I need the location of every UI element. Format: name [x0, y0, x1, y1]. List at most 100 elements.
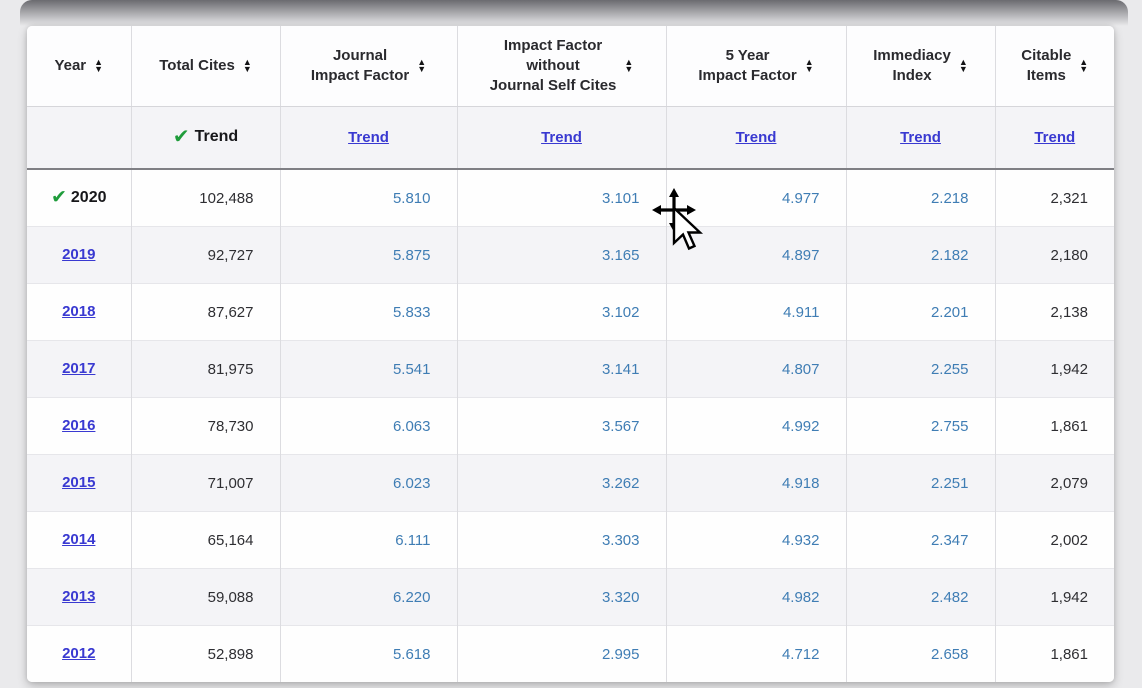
- table-row-2020: ✔ 2020 102,488 5.810 3.101 4.977 2.218 2…: [27, 168, 1114, 227]
- top-shadow: [20, 0, 1128, 26]
- jif-value: 6.220: [392, 588, 431, 606]
- table-row-2015: 2015 71,007 6.023 3.262 4.918 2.251 2,07…: [27, 454, 1114, 512]
- year-link[interactable]: 2013: [62, 588, 96, 605]
- immediacy-value: 2.218: [930, 189, 969, 207]
- sort-icon: ▲ ▼: [94, 56, 104, 74]
- immediacy-value: 2.182: [930, 246, 969, 264]
- jif-value: 5.618: [392, 645, 431, 663]
- immediacy-value: 2.482: [930, 588, 969, 606]
- sort-icon: ▲ ▼: [958, 56, 968, 74]
- total-cites-value: 71,007: [207, 474, 254, 492]
- year-link[interactable]: 2018: [62, 303, 96, 320]
- five-year-if-value: 4.712: [781, 645, 820, 663]
- total-cites-value: 78,730: [207, 417, 254, 435]
- total-cites-value: 102,488: [199, 189, 254, 207]
- five-year-if-value: 4.918: [781, 474, 820, 492]
- sort-icon: ▲ ▼: [804, 56, 814, 74]
- trend-link-citable[interactable]: Trend: [1034, 128, 1076, 146]
- jif-value: 6.063: [392, 417, 431, 435]
- column-label: Citable Items: [1021, 46, 1072, 84]
- table-row-2012: 2012 52,898 5.618 2.995 4.712 2.658 1,86…: [27, 625, 1114, 682]
- citable-items-value: 2,138: [1050, 303, 1088, 321]
- jif-no-self-value: 3.102: [601, 303, 640, 321]
- total-cites-value: 65,164: [207, 531, 254, 549]
- sort-icon: ▲ ▼: [417, 56, 427, 74]
- column-header-5-year-impact-factor[interactable]: 5 Year Impact Factor ▲ ▼: [666, 26, 847, 107]
- citable-items-value: 1,861: [1050, 645, 1088, 663]
- trend-cell-jif-no-self: Trend: [457, 106, 667, 170]
- immediacy-value: 2.658: [930, 645, 969, 663]
- citable-items-value: 1,942: [1050, 360, 1088, 378]
- citable-items-value: 2,002: [1050, 531, 1088, 549]
- five-year-if-value: 4.982: [781, 588, 820, 606]
- jif-value: 5.541: [392, 360, 431, 378]
- five-year-if-value: 4.932: [781, 531, 820, 549]
- citable-items-value: 1,942: [1050, 588, 1088, 606]
- column-label: 5 Year Impact Factor: [698, 46, 797, 84]
- five-year-if-value: 4.992: [781, 417, 820, 435]
- check-icon: ✔: [172, 126, 190, 148]
- trend-row: ✔ Trend Trend Trend Trend Trend Trend: [27, 106, 1114, 170]
- trend-link-5-year[interactable]: Trend: [735, 128, 777, 146]
- immediacy-value: 2.755: [930, 417, 969, 435]
- column-label: Immediacy Index: [873, 46, 951, 84]
- immediacy-value: 2.255: [930, 360, 969, 378]
- column-label: Impact Factor without Journal Self Cites: [489, 36, 617, 95]
- citable-items-value: 2,180: [1050, 246, 1088, 264]
- citable-items-value: 1,861: [1050, 417, 1088, 435]
- jif-value: 6.023: [392, 474, 431, 492]
- column-header-citable-items[interactable]: Citable Items ▲ ▼: [995, 26, 1114, 107]
- year-link[interactable]: 2019: [62, 246, 96, 263]
- year-link[interactable]: 2014: [62, 531, 96, 548]
- jif-no-self-value: 3.567: [601, 417, 640, 435]
- trend-cell-total-cites-selected: ✔ Trend: [131, 106, 281, 170]
- check-icon: ✔: [50, 187, 67, 208]
- year-selected-label: 2020: [70, 188, 107, 206]
- metrics-table-card: Year ▲ ▼ Total Cites ▲ ▼ Journal Impact Fa…: [27, 26, 1114, 682]
- header-row: Year ▲ ▼ Total Cites ▲ ▼ Journal Impact Fa…: [27, 26, 1114, 107]
- jif-value: 5.833: [392, 303, 431, 321]
- total-cites-value: 59,088: [207, 588, 254, 606]
- jif-value: 6.111: [395, 531, 431, 549]
- column-header-immediacy-index[interactable]: Immediacy Index ▲ ▼: [846, 26, 996, 107]
- immediacy-value: 2.347: [930, 531, 969, 549]
- trend-link-immediacy[interactable]: Trend: [900, 128, 941, 146]
- total-cites-value: 81,975: [207, 360, 254, 378]
- sort-icon: ▲ ▼: [624, 56, 634, 74]
- trend-link-jif-no-self[interactable]: Trend: [541, 128, 582, 146]
- jif-value: 5.810: [392, 189, 431, 207]
- jif-no-self-value: 3.320: [601, 588, 640, 606]
- column-label: Year: [54, 56, 87, 74]
- table-row-2016: 2016 78,730 6.063 3.567 4.992 2.755 1,86…: [27, 397, 1114, 455]
- table-row-2014: 2014 65,164 6.111 3.303 4.932 2.347 2,00…: [27, 511, 1114, 569]
- trend-cell-immediacy: Trend: [846, 106, 996, 170]
- table-row-2017: 2017 81,975 5.541 3.141 4.807 2.255 1,94…: [27, 340, 1114, 398]
- citable-items-value: 2,321: [1050, 189, 1088, 207]
- five-year-if-value: 4.807: [781, 360, 820, 378]
- jif-no-self-value: 3.165: [601, 246, 640, 264]
- year-link[interactable]: 2016: [62, 417, 96, 434]
- trend-selected-label: Trend: [194, 128, 239, 145]
- table-row-2013: 2013 59,088 6.220 3.320 4.982 2.482 1,94…: [27, 568, 1114, 626]
- table-row-2019: 2019 92,727 5.875 3.165 4.897 2.182 2,18…: [27, 226, 1114, 284]
- jif-no-self-value: 3.141: [601, 360, 640, 378]
- year-link[interactable]: 2012: [62, 645, 96, 662]
- year-link[interactable]: 2015: [62, 474, 96, 491]
- trend-link-jif[interactable]: Trend: [348, 128, 389, 146]
- column-header-total-cites[interactable]: Total Cites ▲ ▼: [131, 26, 281, 107]
- total-cites-value: 92,727: [207, 246, 254, 264]
- five-year-if-value: 4.977: [781, 189, 820, 207]
- column-header-impact-factor-without-self-cites[interactable]: Impact Factor without Journal Self Cites…: [457, 26, 667, 107]
- table-row-2018: 2018 87,627 5.833 3.102 4.911 2.201 2,13…: [27, 283, 1114, 341]
- jif-no-self-value: 3.262: [601, 474, 640, 492]
- column-header-year[interactable]: Year ▲ ▼: [27, 26, 132, 107]
- trend-cell-empty: [27, 106, 132, 170]
- jif-no-self-value: 3.303: [601, 531, 640, 549]
- sort-icon: ▲ ▼: [1079, 56, 1089, 74]
- trend-cell-citable: Trend: [995, 106, 1114, 170]
- jif-value: 5.875: [392, 246, 431, 264]
- trend-cell-jif: Trend: [280, 106, 458, 170]
- column-header-journal-impact-factor[interactable]: Journal Impact Factor ▲ ▼: [280, 26, 458, 107]
- journal-metrics-table: Year ▲ ▼ Total Cites ▲ ▼ Journal Impact Fa…: [27, 26, 1114, 682]
- year-link[interactable]: 2017: [62, 360, 96, 377]
